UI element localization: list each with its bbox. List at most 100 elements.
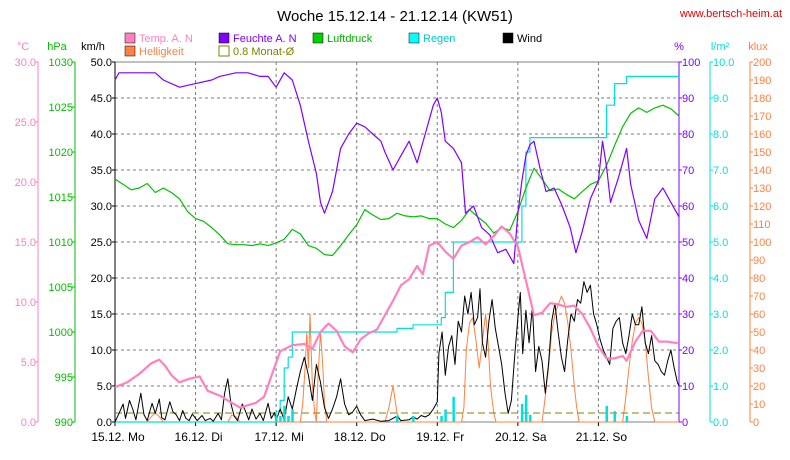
legend-swatch-brightness (124, 45, 136, 57)
temp-tick-label: 20.0 (15, 177, 36, 189)
rain-event-bar (440, 416, 443, 422)
legend-label-month-average: 0.8 Monat-Ø (233, 46, 295, 58)
wind-tick-label: 0.0 (97, 417, 112, 429)
wind-tick-label: 30.0 (91, 201, 112, 213)
x-tick-label: 20.12. Sa (495, 430, 547, 444)
humidity-tick-label: 0 (682, 417, 688, 429)
chart-title: Woche 15.12.14 - 21.12.14 (KW51) (277, 8, 513, 25)
rain-event-bar (412, 416, 415, 422)
rain-tick-label: 3.0 (713, 309, 728, 321)
legend-swatch-rain (408, 32, 420, 44)
legend: Temp. A. N Feuchte A. N Luftdruck Regen … (124, 32, 542, 58)
lux-tick-label: 170 (753, 111, 771, 123)
temp-tick-label: 30.0 (15, 57, 36, 69)
wind-tick-label: 50.0 (91, 57, 112, 69)
rain-event-bar (605, 405, 608, 422)
humidity-tick-label: 80 (682, 129, 694, 141)
pressure-tick-label: 990 (55, 417, 73, 429)
x-tick-label: 19.12. Fr (416, 430, 464, 444)
lux-tick-label: 140 (753, 165, 771, 177)
legend-label-humidity: Feuchte A. N (233, 33, 297, 45)
temp-tick-label: 25.0 (15, 117, 36, 129)
pressure-tick-label: 1010 (49, 237, 73, 249)
lux-tick-label: 20 (753, 381, 765, 393)
rain-event-bar (279, 416, 282, 422)
series-helligkeit (115, 295, 679, 423)
lux-tick-label: 180 (753, 93, 771, 105)
rain-event-bar (524, 395, 528, 422)
legend-swatch-month-average (218, 45, 230, 57)
rain-event-bar (291, 409, 294, 422)
wind-tick-label: 15.0 (91, 309, 112, 321)
wind-tick-label: 20.0 (91, 273, 112, 285)
legend-label-brightness: Helligkeit (139, 46, 184, 58)
site-link[interactable]: www.bertsch-heim.at (679, 8, 782, 20)
lux-tick-label: 50 (753, 327, 765, 339)
pressure-tick-label: 1000 (49, 327, 73, 339)
rain-tick-label: 6.0 (713, 201, 728, 213)
lux-tick-label: 60 (753, 309, 765, 321)
rain-tick-label: 7.0 (713, 165, 728, 177)
rain-event-bar (396, 416, 399, 422)
humidity-tick-label: 10 (682, 381, 694, 393)
humidity-tick-label: 60 (682, 201, 694, 213)
rain-tick-label: 10.0 (713, 57, 734, 69)
lux-tick-label: 110 (753, 219, 771, 231)
legend-label-wind: Wind (517, 33, 542, 45)
lux-tick-label: 80 (753, 273, 765, 285)
pressure-unit-label: hPa (47, 41, 67, 53)
pressure-tick-label: 1025 (49, 102, 73, 114)
legend-label-temp: Temp. A. N (139, 33, 193, 45)
wind-tick-label: 25.0 (91, 237, 112, 249)
humidity-tick-label: 100 (682, 57, 700, 69)
wind-tick-label: 45.0 (91, 93, 112, 105)
series-layer (114, 72, 680, 423)
x-tick-label: 16.12. Di (175, 430, 223, 444)
lux-tick-label: 70 (753, 291, 765, 303)
rain-tick-label: 5.0 (713, 237, 728, 249)
series-regen (115, 75, 679, 423)
lux-tick-label: 100 (753, 237, 771, 249)
rain-event-bar (528, 414, 532, 422)
rain-unit-label: l/m² (711, 41, 730, 53)
rain-event-bar (452, 396, 455, 422)
axes: 0.05.010.015.020.025.030.0°C990995100010… (15, 41, 772, 444)
x-tick-label: 18.12. Do (334, 430, 386, 444)
lux-tick-label: 120 (753, 201, 771, 213)
pressure-tick-label: 1030 (49, 57, 73, 69)
rain-event-bar (275, 416, 278, 422)
x-tick-label: 17.12. Mi (254, 430, 303, 444)
rain-tick-label: 9.0 (713, 93, 728, 105)
series-temp-a-n (114, 225, 679, 409)
lux-tick-label: 200 (753, 57, 771, 69)
humidity-tick-label: 70 (682, 165, 694, 177)
rain-tick-label: 0.0 (713, 417, 728, 429)
legend-swatch-wind (502, 32, 514, 44)
lux-tick-label: 150 (753, 147, 771, 159)
lux-unit-label: klux (748, 41, 768, 53)
rain-event-bar (613, 411, 617, 422)
temp-tick-label: 5.0 (21, 357, 36, 369)
humidity-unit-label: % (674, 41, 684, 53)
lux-tick-label: 130 (753, 183, 771, 195)
rain-tick-label: 2.0 (713, 345, 728, 357)
lux-tick-label: 10 (753, 399, 765, 411)
pressure-tick-label: 1020 (49, 147, 73, 159)
lux-tick-label: 160 (753, 129, 771, 141)
humidity-tick-label: 30 (682, 309, 694, 321)
temp-unit-label: °C (17, 41, 29, 53)
rain-tick-label: 1.0 (713, 381, 728, 393)
humidity-tick-label: 90 (682, 93, 694, 105)
series-feuchte-a-n (114, 72, 680, 265)
pressure-tick-label: 1005 (49, 282, 73, 294)
lux-tick-label: 90 (753, 255, 765, 267)
series-luftdruck (114, 104, 680, 257)
humidity-tick-label: 20 (682, 345, 694, 357)
rain-event-bar (444, 409, 447, 422)
rain-event-bar (625, 416, 629, 422)
legend-swatch-humidity (218, 32, 230, 44)
rain-tick-label: 4.0 (713, 273, 728, 285)
temp-tick-label: 10.0 (15, 297, 36, 309)
lux-tick-label: 190 (753, 75, 771, 87)
